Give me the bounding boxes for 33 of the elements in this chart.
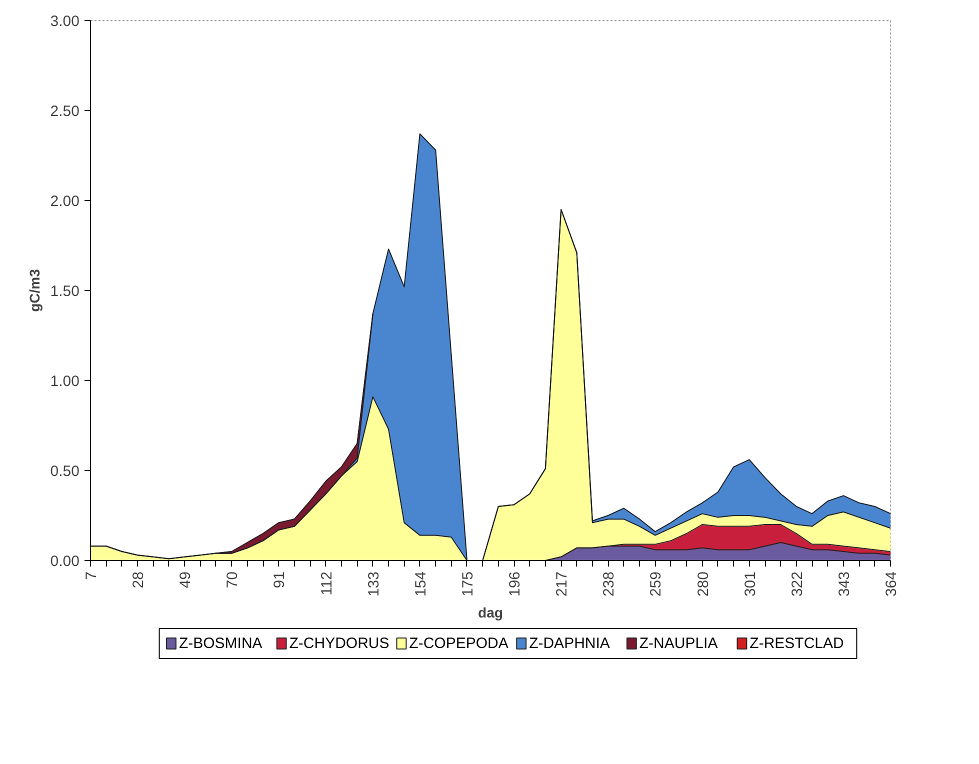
x-tick-label: 280	[694, 571, 712, 597]
x-tick-label: 70	[224, 571, 242, 588]
x-tick-label: 322	[788, 571, 806, 597]
x-tick-label: 154	[412, 571, 430, 597]
y-tick-label: 0.50	[50, 463, 80, 480]
x-tick-label: 196	[506, 571, 524, 597]
legend-label: Z-DAPHNIA	[529, 635, 610, 652]
y-axis-title: gC/m3	[26, 268, 42, 312]
y-tick-label: 0.00	[50, 553, 80, 570]
x-tick-label: 175	[459, 571, 476, 597]
x-tick-label: 364	[883, 571, 900, 597]
legend-label: Z-CHYDORUS	[289, 635, 390, 652]
y-tick-label: 1.00	[50, 373, 80, 390]
x-tick-label: 91	[271, 571, 288, 588]
legend-label: Z-RESTCLAD	[750, 635, 844, 652]
x-tick-label: 259	[648, 571, 665, 597]
x-axis-title: dag	[478, 604, 503, 621]
y-tick-label: 3.00	[50, 13, 80, 30]
y-tick-label: 1.50	[50, 283, 80, 300]
x-tick-label: 238	[600, 571, 618, 597]
x-tick-label: 301	[742, 571, 759, 597]
x-tick-label: 217	[554, 571, 571, 597]
y-tick-label: 2.50	[50, 103, 80, 120]
x-tick-label: 133	[365, 571, 382, 597]
legend-label: Z-BOSMINA	[178, 635, 262, 652]
x-tick-label: 28	[130, 571, 148, 588]
legend-label: Z-COPEPODA	[409, 635, 508, 652]
y-tick-label: 2.00	[50, 193, 80, 210]
x-tick-label: 343	[836, 571, 853, 597]
legend-label: Z-NAUPLIA	[639, 635, 718, 652]
x-tick-label: 7	[83, 572, 100, 580]
x-tick-label: 49	[177, 571, 194, 588]
x-tick-label: 112	[318, 571, 336, 596]
